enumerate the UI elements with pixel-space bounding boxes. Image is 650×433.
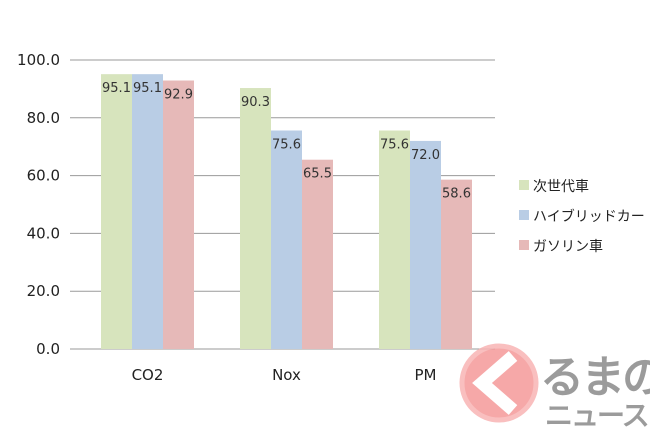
- bar-pm-1: [379, 130, 410, 349]
- watermark-logo: るまの ニュース: [459, 343, 650, 432]
- data-label: 92.9: [164, 88, 193, 103]
- y-tick-label: 0.0: [36, 340, 60, 358]
- data-label: 75.6: [272, 138, 301, 153]
- data-label: 95.1: [133, 81, 162, 96]
- bar-nox-3: [302, 159, 333, 349]
- logo-text-line1: るまの: [540, 352, 650, 403]
- data-label: 75.6: [380, 138, 409, 153]
- y-tick-label: 60.0: [27, 167, 60, 185]
- data-label: 72.0: [411, 148, 440, 163]
- y-tick-label: 40.0: [27, 224, 60, 242]
- bar-nox-2: [271, 130, 302, 349]
- logo-chevron-icon: [472, 351, 518, 415]
- y-tick-label: 100.0: [17, 51, 60, 69]
- x-category-label: PM: [415, 366, 437, 384]
- bar-nox-1: [240, 88, 271, 350]
- data-label: 65.5: [303, 167, 332, 182]
- bar-co2-1: [101, 74, 132, 349]
- y-tick-label: 20.0: [27, 282, 60, 300]
- legend-label: 次世代車: [533, 178, 589, 195]
- y-axis-ticks: 0.0 20.0 40.0 60.0 80.0 100.0: [17, 51, 60, 358]
- bar-pm-3: [441, 179, 472, 349]
- legend-label: ハイブリッドカー: [533, 208, 645, 225]
- logo-circle: [459, 343, 539, 423]
- logo-text-line2: ニュース: [545, 399, 648, 432]
- data-label: 90.3: [241, 95, 270, 110]
- legend-swatch: [519, 180, 529, 190]
- bars: [101, 74, 472, 350]
- legend-label: ガソリン車: [533, 238, 603, 255]
- data-label: 58.6: [442, 187, 471, 202]
- x-axis-categories: CO2 Nox PM: [132, 366, 437, 384]
- y-tick-label: 80.0: [27, 109, 60, 127]
- legend-swatch: [519, 210, 529, 220]
- data-labels: 95.1 95.1 92.990.375.665.575.672.058.6: [102, 81, 471, 201]
- bar-pm-2: [410, 140, 441, 349]
- bar-co2-3: [163, 80, 194, 350]
- bar-co2-2: [132, 74, 163, 349]
- legend-swatch: [519, 240, 529, 250]
- data-label: 95.1: [102, 81, 131, 96]
- x-category-label: Nox: [272, 366, 301, 384]
- x-category-label: CO2: [132, 366, 164, 384]
